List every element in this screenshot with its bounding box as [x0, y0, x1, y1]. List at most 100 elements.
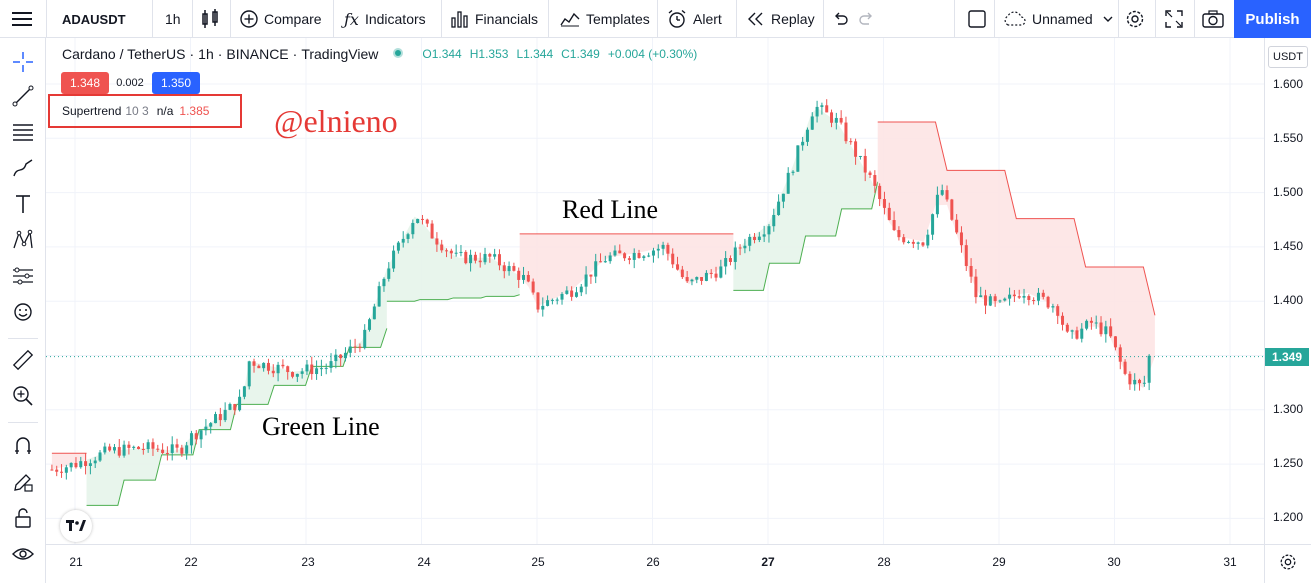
candle-down — [502, 265, 506, 272]
trendline-tool[interactable] — [9, 84, 37, 112]
financials-button[interactable]: Financials — [451, 0, 538, 38]
brush-tool[interactable] — [9, 156, 37, 184]
indicators-button[interactable]: ƒx Indicators — [344, 0, 426, 38]
candle-down — [1056, 306, 1060, 316]
price-axis[interactable]: 1.600 1.550 1.500 1.450 1.400 1.300 1.25… — [1264, 38, 1311, 544]
hide-drawings-tool[interactable] — [9, 542, 37, 570]
chart-pane[interactable] — [46, 38, 1264, 544]
icons-tool[interactable] — [9, 300, 37, 328]
currency-label[interactable]: USDT — [1268, 46, 1308, 68]
time-tick: 21 — [69, 555, 83, 569]
spread-value: 0.002 — [116, 77, 144, 89]
candle-up — [459, 251, 463, 253]
undo-button[interactable] — [832, 0, 854, 38]
candle-down — [180, 447, 184, 454]
legend-low: L1.344 — [516, 47, 554, 61]
candle-up — [1133, 379, 1137, 385]
settings-button[interactable] — [1125, 0, 1151, 38]
buy-price-button[interactable]: 1.350 — [152, 72, 200, 94]
ruler-tool[interactable] — [9, 348, 37, 376]
green-line-annotation: Green Line — [262, 412, 380, 441]
replay-button[interactable]: Replay — [747, 0, 815, 38]
layout-name: Unnamed — [1032, 11, 1093, 27]
candle-down — [882, 199, 886, 208]
replay-label: Replay — [771, 11, 815, 27]
templates-button[interactable]: Templates — [560, 0, 650, 38]
candle-up — [791, 171, 795, 173]
top-toolbar: ADAUSDT 1h Compare ƒx Indicators Financi… — [0, 0, 1311, 38]
candle-down — [445, 250, 449, 252]
candle-down — [175, 444, 179, 448]
symbol-search[interactable]: ADAUSDT — [62, 11, 126, 27]
candle-up — [315, 368, 319, 375]
candle-up — [324, 367, 328, 369]
prediction-tool[interactable] — [9, 264, 37, 292]
candle-up — [632, 252, 636, 260]
financials-label: Financials — [475, 11, 539, 27]
sell-price-button[interactable]: 1.348 — [61, 72, 109, 94]
camera-icon — [1202, 10, 1224, 28]
chart-style-button[interactable] — [201, 0, 225, 38]
candle-down — [517, 270, 521, 280]
fib-tool[interactable] — [9, 120, 37, 148]
candle-up — [372, 306, 376, 320]
alert-button[interactable]: Alert — [667, 0, 722, 38]
candle-up — [748, 236, 752, 246]
candle-down — [478, 260, 482, 263]
symbol-legend: Cardano / TetherUS · 1h · BINANCE · Trad… — [62, 46, 701, 62]
supertrend-band-up — [236, 268, 387, 405]
candle-up — [483, 253, 487, 263]
templates-label: Templates — [586, 11, 650, 27]
interval-button[interactable]: 1h — [165, 11, 181, 27]
candle-down — [137, 446, 141, 449]
text-tool[interactable] — [9, 192, 37, 220]
layout-menu[interactable]: Unnamed — [1002, 0, 1119, 38]
candle-up — [834, 117, 838, 123]
publish-button[interactable]: Publish — [1234, 0, 1311, 38]
magnet-tool[interactable] — [9, 434, 37, 462]
candle-down — [964, 245, 968, 266]
redo-button[interactable] — [859, 0, 881, 38]
candle-down — [536, 292, 540, 310]
menu-button[interactable] — [12, 0, 38, 38]
candle-down — [1027, 296, 1031, 300]
candle-down — [108, 446, 112, 451]
fullscreen-toggle-button[interactable] — [968, 0, 992, 38]
measure-lines-icon — [11, 264, 35, 293]
price-tick: 1.450 — [1272, 239, 1303, 253]
stay-in-drawing-tool[interactable] — [9, 470, 37, 498]
crosshair-tool[interactable] — [9, 50, 37, 78]
candle-down — [218, 414, 222, 421]
candle-up — [189, 433, 193, 446]
compare-label: Compare — [264, 11, 322, 27]
lock-drawings-tool[interactable] — [9, 506, 37, 534]
candle-down — [959, 232, 963, 246]
pattern-tool[interactable] — [9, 228, 37, 256]
candle-down — [969, 265, 973, 277]
candle-up — [690, 279, 694, 282]
axis-settings-button[interactable] — [1264, 544, 1311, 583]
candle-up — [940, 190, 944, 195]
candle-up — [1142, 382, 1146, 384]
candle-up — [368, 319, 372, 330]
supertrend-line-down — [877, 121, 1156, 316]
zoom-tool[interactable] — [9, 384, 37, 412]
candle-down — [1089, 320, 1093, 323]
tradingview-logo[interactable] — [60, 510, 92, 542]
candle-down — [974, 276, 978, 298]
candle-down — [531, 281, 535, 293]
snapshot-button[interactable] — [1202, 0, 1230, 38]
supertrend-legend[interactable]: Supertrend 10 3 n/a 1.385 — [48, 94, 242, 128]
candle-down — [671, 253, 675, 265]
fullscreen-button[interactable] — [1165, 0, 1189, 38]
legend-close: C1.349 — [561, 47, 600, 61]
compare-button[interactable]: Compare — [240, 0, 322, 38]
time-axis[interactable]: 21 22 23 24 25 26 27 28 29 30 31 — [46, 544, 1264, 583]
candle-down — [902, 237, 906, 243]
candle-down — [878, 185, 882, 200]
candle-up — [935, 194, 939, 215]
expand-icon — [1165, 10, 1183, 28]
candle-up — [329, 361, 333, 368]
candle-up — [931, 214, 935, 235]
candle-down — [420, 218, 424, 220]
